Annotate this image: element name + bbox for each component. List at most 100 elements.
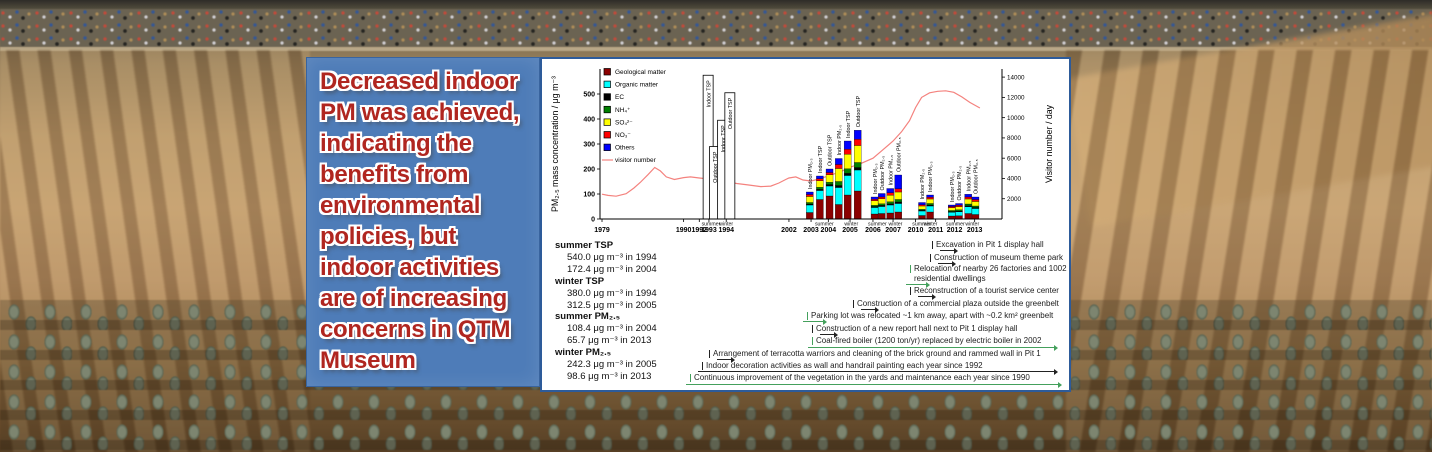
legend-swatch	[603, 143, 611, 151]
season-label: winter	[844, 221, 858, 227]
x-tick-label: 2004	[821, 227, 837, 234]
annotation-arrow	[820, 331, 838, 338]
stats-value: 172.4 μg m⁻³ in 2004	[567, 263, 657, 275]
right-tick-label: 6000	[1007, 155, 1022, 162]
x-tick-label: 1979	[594, 227, 610, 234]
legend-swatch	[603, 118, 611, 126]
stats-value: 540.0 μg m⁻³ in 1994	[567, 251, 657, 263]
legend-swatch	[603, 93, 611, 101]
pm-bar-label: Indoor PM₂.₅	[808, 158, 814, 189]
legend-swatch	[603, 68, 611, 76]
right-tick-label: 12000	[1007, 95, 1025, 102]
x-tick-label: 1994	[718, 227, 734, 234]
annotation-arrow	[717, 356, 735, 363]
season-label: winter	[889, 221, 903, 227]
annotation-text: Construction of a commercial plaza outsi…	[853, 299, 1059, 309]
tsp-bar-label: Indoor TSP	[721, 125, 727, 153]
season-label: summer	[868, 221, 887, 227]
x-tick-label: 2006	[865, 227, 881, 234]
annotation-arrow	[808, 344, 1058, 351]
stats-value: 98.6 μg m⁻³ in 2013	[567, 370, 652, 382]
pm-bar-segment	[878, 193, 886, 198]
x-tick-label: 2002	[781, 227, 797, 234]
pm-bar-segment	[918, 202, 926, 205]
pm-bar-label: Outdoor PM₂.₅	[974, 159, 980, 194]
pm-bar-segment	[971, 196, 980, 200]
left-tick-label: 100	[583, 191, 595, 198]
legend-swatch	[603, 105, 611, 114]
x-tick-label: 1992	[692, 227, 708, 234]
season-label: summer	[946, 221, 965, 227]
stats-value: 312.5 μg m⁻³ in 2005	[567, 299, 657, 311]
annotation-text: Reconstruction of a tourist service cent…	[910, 286, 1059, 296]
season-label: summer	[702, 221, 721, 227]
annotation-arrow	[906, 281, 930, 288]
right-tick-label: 2000	[1007, 196, 1022, 203]
left-axis-title: PM₂.₅ mass concentration / μg m⁻³	[550, 76, 560, 212]
pm-bar-segment	[964, 194, 972, 198]
annotation-text: Excavation in Pit 1 display hall	[932, 240, 1044, 250]
annotation-arrow	[940, 247, 958, 254]
blue-overlay-panel: Decreased indoor PM was achieved, indica…	[306, 57, 540, 387]
x-tick-label: 1990	[676, 227, 692, 234]
background-railing	[0, 47, 1432, 51]
legend-label: EC	[615, 94, 624, 101]
annotation-text: Parking lot was relocated ~1 km away, ap…	[807, 311, 1053, 321]
legend-label: Others	[615, 145, 635, 152]
pm-bar-segment	[854, 130, 862, 140]
annotations-layer: Excavation in Pit 1 display hall Construc…	[542, 59, 1069, 390]
figure-panel: Indoor TSP Outdoor TSP Indoor TSP Outdoor T…	[540, 57, 1071, 392]
background-visitor-crowd	[0, 9, 1432, 47]
legend-label: Organic matter	[615, 82, 659, 89]
season-label: winter	[965, 221, 979, 227]
stats-block: summer TSP 540.0 μg m⁻³ in 1994 172.4 μg m…	[550, 240, 720, 383]
annotation-arrow	[918, 293, 936, 300]
pm-bar-segment	[825, 168, 834, 173]
pm-bar-segment	[926, 194, 934, 198]
annotation-text: Continuous improvement of the vegetation…	[690, 373, 1030, 383]
pm-bar-label: Outdoor PM₂.₅	[957, 166, 963, 201]
left-tick-label: 500	[583, 91, 595, 98]
annotation-arrow	[803, 318, 827, 325]
season-label: summer	[912, 221, 931, 227]
pm-bar-label: Outdoor PM₂.₅	[880, 156, 886, 191]
x-tick-label: 2007	[885, 227, 901, 234]
pm-bar-label: Outdoor TSP	[856, 95, 862, 127]
pm-bar-label: Indoor PM₂.₅	[950, 171, 956, 202]
pm-bar-segment	[948, 204, 956, 207]
left-tick-label: 400	[583, 116, 595, 123]
x-tick-label: 2003	[803, 227, 819, 234]
x-tick-label: 2005	[842, 227, 858, 234]
stats-header: summer TSP	[555, 240, 614, 251]
pm-bar-label: Indoor TSP	[818, 145, 824, 173]
annotation-arrow	[938, 260, 956, 267]
background-hall-roof	[0, 0, 1432, 10]
right-tick-label: 8000	[1007, 135, 1022, 142]
annotation-text: Relocation of nearby 26 factories and 10…	[910, 264, 1096, 283]
right-axis-title: Visitor number / day	[1044, 104, 1054, 183]
legend-swatch	[603, 80, 611, 88]
pm-bar-label: Outdoor PM₂.₅	[896, 137, 902, 172]
stats-value: 242.3 μg m⁻³ in 2005	[567, 359, 657, 371]
x-tick-label: 2011	[928, 227, 943, 234]
annotation-arrow	[686, 381, 1062, 388]
annotation-arrow	[698, 368, 1058, 375]
pm-bar-label: Indoor PM₂.₅	[928, 161, 934, 192]
headline-text: Decreased indoor PM was achieved, indica…	[320, 68, 520, 374]
legend-label: Geological matter	[615, 69, 667, 76]
pm-bar-label: Indoor PM₂.₅	[888, 155, 894, 186]
pm-bar-segment	[816, 175, 824, 179]
pm-bar-segment	[835, 158, 843, 165]
legend-label: SO₄²⁻	[615, 119, 633, 126]
legend-label: visitor number	[615, 157, 657, 164]
tsp-bar-label: Outdoor TSP	[728, 97, 734, 129]
pm-bar-label: Indoor PM₂.₅	[873, 163, 879, 194]
right-tick-label: 4000	[1007, 176, 1022, 183]
annotation-text: Arrangement of terracotta warriors and c…	[709, 349, 1041, 359]
season-label: winter	[924, 221, 938, 227]
pm-bar-label: Indoor PM₂.₅	[966, 161, 972, 192]
left-tick-label: 200	[583, 166, 595, 173]
pm-bar-label: Indoor TSP	[846, 110, 852, 138]
